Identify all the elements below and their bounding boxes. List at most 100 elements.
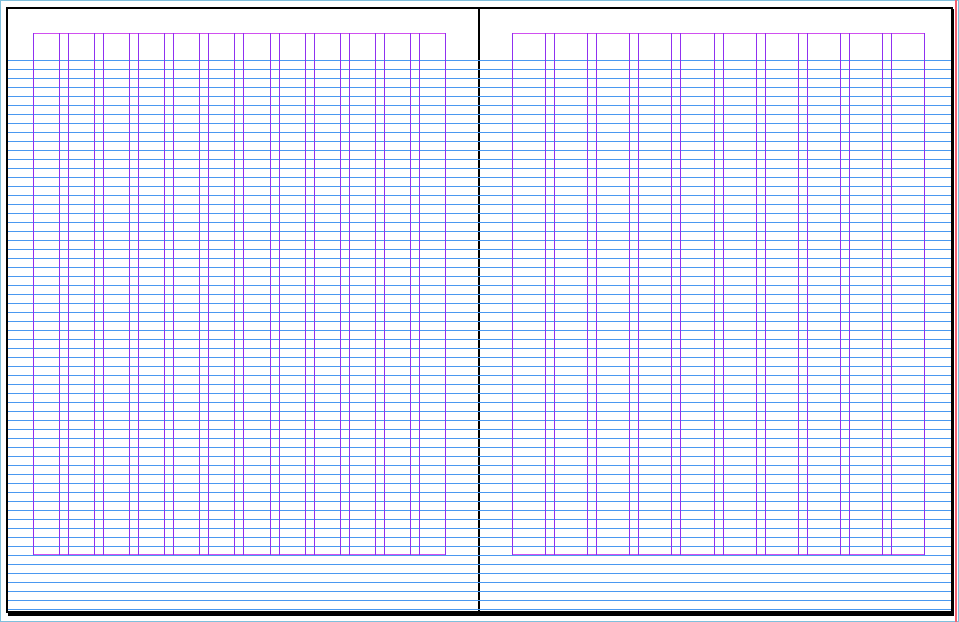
baseline-grid-line	[8, 555, 951, 556]
baseline-grid-line	[8, 330, 951, 331]
baseline-grid-line	[8, 420, 951, 421]
column-guide-line[interactable]	[314, 33, 315, 555]
column-guide-line[interactable]	[164, 33, 165, 555]
baseline-grid-line	[8, 141, 951, 142]
baseline-grid-line	[8, 285, 951, 286]
baseline-grid-line	[8, 492, 951, 493]
column-guide-line[interactable]	[279, 33, 280, 555]
column-guide-line[interactable]	[554, 33, 555, 555]
baseline-grid-line	[8, 231, 951, 232]
baseline-grid-line	[8, 609, 951, 610]
column-guide-line[interactable]	[798, 33, 799, 555]
column-guide-line[interactable]	[340, 33, 341, 555]
baseline-grid-line	[8, 600, 951, 601]
spine	[479, 7, 480, 613]
column-guide-line[interactable]	[840, 33, 841, 555]
column-guide-line[interactable]	[419, 33, 420, 555]
baseline-grid-line	[8, 429, 951, 430]
column-guide-line[interactable]	[849, 33, 850, 555]
baseline-grid-line	[8, 240, 951, 241]
page-shadow-bottom	[8, 613, 954, 616]
baseline-grid-line	[8, 474, 951, 475]
column-guide-line[interactable]	[410, 33, 411, 555]
baseline-grid-line	[8, 348, 951, 349]
baseline-grid-line	[8, 564, 951, 565]
column-guide-line[interactable]	[545, 33, 546, 555]
baseline-grid-line	[8, 69, 951, 70]
column-guide-line[interactable]	[234, 33, 235, 555]
baseline-grid-line	[8, 321, 951, 322]
column-guide-line[interactable]	[243, 33, 244, 555]
column-guide-line[interactable]	[68, 33, 69, 555]
baseline-grid-line	[8, 150, 951, 151]
baseline-grid-line	[8, 114, 951, 115]
baseline-grid-line	[8, 222, 951, 223]
column-guide-line[interactable]	[103, 33, 104, 555]
column-guide-line[interactable]	[349, 33, 350, 555]
baseline-grid-line	[8, 465, 951, 466]
baseline-grid-line	[8, 303, 951, 304]
baseline-grid-line	[8, 528, 951, 529]
column-guide-line[interactable]	[375, 33, 376, 555]
baseline-grid-line	[8, 258, 951, 259]
baseline-grid-line	[8, 483, 951, 484]
baseline-grid-line	[8, 168, 951, 169]
margin-guide	[512, 33, 925, 555]
column-guide-line[interactable]	[587, 33, 588, 555]
baseline-grid-line	[8, 294, 951, 295]
column-guide-line[interactable]	[882, 33, 883, 555]
column-guide-line[interactable]	[596, 33, 597, 555]
column-guide-line[interactable]	[173, 33, 174, 555]
column-guide-line[interactable]	[129, 33, 130, 555]
baseline-grid-line	[8, 213, 951, 214]
baseline-grid-line	[8, 339, 951, 340]
baseline-grid-line	[8, 366, 951, 367]
column-guide-line[interactable]	[199, 33, 200, 555]
column-guide-line[interactable]	[924, 33, 925, 555]
baseline-grid-line	[8, 546, 951, 547]
column-guide-line[interactable]	[94, 33, 95, 555]
baseline-grid-line	[8, 195, 951, 196]
baseline-grid-line	[8, 249, 951, 250]
baseline-grid-line	[8, 573, 951, 574]
baseline-grid-line	[8, 60, 951, 61]
column-guide-line[interactable]	[638, 33, 639, 555]
column-guide-line[interactable]	[33, 33, 34, 555]
baseline-grid-line	[8, 78, 951, 79]
column-guide-line[interactable]	[671, 33, 672, 555]
column-guide-line[interactable]	[138, 33, 139, 555]
baseline-grid-line	[8, 591, 951, 592]
baseline-grid-line	[8, 186, 951, 187]
baseline-grid-line	[8, 375, 951, 376]
baseline-grid-line	[8, 384, 951, 385]
column-guide-line[interactable]	[807, 33, 808, 555]
column-guide-line[interactable]	[270, 33, 271, 555]
baseline-grid-line	[8, 537, 951, 538]
baseline-grid-line	[8, 87, 951, 88]
baseline-grid-line	[8, 96, 951, 97]
column-guide-line[interactable]	[680, 33, 681, 555]
column-guide-line[interactable]	[756, 33, 757, 555]
baseline-grid-line	[8, 402, 951, 403]
baseline-grid-line	[8, 204, 951, 205]
baseline-grid-line	[8, 582, 951, 583]
column-guide-line[interactable]	[629, 33, 630, 555]
column-guide-line[interactable]	[384, 33, 385, 555]
column-guide-line[interactable]	[765, 33, 766, 555]
baseline-grid-line	[8, 357, 951, 358]
baseline-grid-line	[8, 510, 951, 511]
baseline-grid-line	[8, 177, 951, 178]
baseline-grid-line	[8, 123, 951, 124]
column-guide-line[interactable]	[714, 33, 715, 555]
baseline-grid-line	[8, 438, 951, 439]
column-guide-line[interactable]	[305, 33, 306, 555]
baseline-grid-line	[8, 159, 951, 160]
column-guide-line[interactable]	[512, 33, 513, 555]
column-guide-line[interactable]	[891, 33, 892, 555]
column-guide-line[interactable]	[59, 33, 60, 555]
column-guide-line[interactable]	[208, 33, 209, 555]
column-guide-line[interactable]	[445, 33, 446, 555]
column-guide-line[interactable]	[723, 33, 724, 555]
baseline-grid-line	[8, 447, 951, 448]
